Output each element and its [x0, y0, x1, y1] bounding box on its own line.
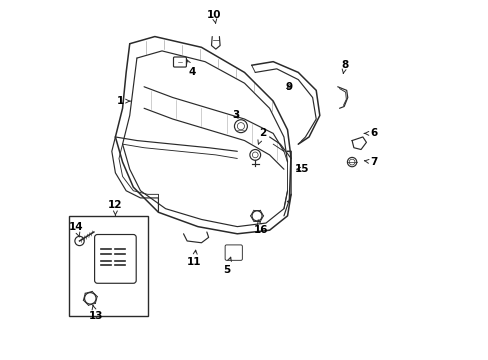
Text: 4: 4: [186, 60, 196, 77]
Text: 9: 9: [285, 82, 292, 92]
Text: 6: 6: [364, 129, 376, 138]
Text: 10: 10: [206, 10, 221, 23]
FancyBboxPatch shape: [224, 245, 242, 260]
Text: 7: 7: [364, 157, 377, 167]
Bar: [69, 216, 147, 316]
Text: 2: 2: [258, 129, 265, 144]
Text: 15: 15: [294, 164, 308, 174]
Text: 11: 11: [187, 250, 201, 267]
Text: 16: 16: [253, 220, 267, 235]
Text: 13: 13: [88, 306, 102, 321]
FancyBboxPatch shape: [94, 234, 136, 283]
FancyBboxPatch shape: [173, 57, 186, 67]
Text: 12: 12: [108, 200, 122, 216]
Text: 1: 1: [117, 96, 130, 106]
Text: 14: 14: [68, 222, 83, 237]
Text: 5: 5: [223, 257, 231, 275]
Text: 3: 3: [231, 111, 239, 121]
Text: 8: 8: [341, 60, 348, 73]
